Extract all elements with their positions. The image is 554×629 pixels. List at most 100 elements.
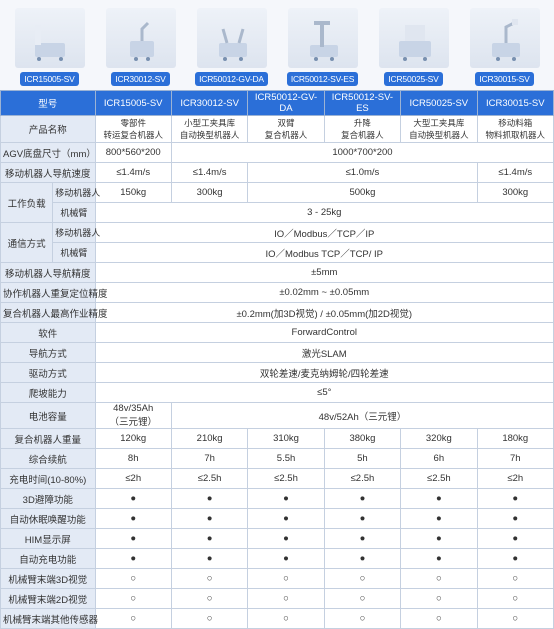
ac-5: ●	[477, 549, 553, 569]
range-4: 6h	[401, 449, 477, 469]
product-4: ICR50025-SV	[370, 8, 457, 86]
sleep-3: ●	[324, 509, 400, 529]
agv-v1: 800*560*200	[95, 143, 171, 163]
product-badge-1: ICR30012-SV	[111, 72, 169, 86]
him-5: ●	[477, 529, 553, 549]
weight-2: 310kg	[248, 429, 324, 449]
charge-4: ≤2.5h	[401, 469, 477, 489]
lbl-agv: AGV底盘尺寸（mm）	[1, 143, 96, 163]
a3-5: ○	[477, 569, 553, 589]
product-thumb-1	[106, 8, 176, 68]
charge-2: ≤2.5h	[248, 469, 324, 489]
climb-v: ≤5°	[95, 383, 553, 403]
load-r1-1: 150kg	[95, 183, 171, 203]
lbl-load-s1: 移动机器人	[53, 183, 95, 203]
navspd-3: ≤1.0m/s	[248, 163, 477, 183]
f3d-5: ●	[477, 489, 553, 509]
name-5: 移动料箱 物料抓取机器人	[477, 116, 553, 143]
lbl-range: 综合续航	[1, 449, 96, 469]
a3-0: ○	[95, 569, 171, 589]
height-v: ±0.2mm(加3D视觉) / ±0.05mm(加2D视觉)	[95, 303, 553, 323]
sleep-5: ●	[477, 509, 553, 529]
spec-table: 型号 ICR15005-SV ICR30012-SV ICR50012-GV-D…	[0, 90, 554, 629]
range-0: 8h	[95, 449, 171, 469]
load-r1-3: 500kg	[248, 183, 477, 203]
weight-5: 180kg	[477, 429, 553, 449]
product-badge-0: ICR15005-SV	[20, 72, 78, 86]
a3-1: ○	[171, 569, 247, 589]
lbl-comm-s2: 机械臂	[53, 243, 95, 263]
lbl-navspd: 移动机器人导航速度	[1, 163, 96, 183]
a3-2: ○	[248, 569, 324, 589]
product-thumb-0	[15, 8, 85, 68]
load-r1-2: 300kg	[171, 183, 247, 203]
product-thumb-4	[379, 8, 449, 68]
lbl-comm: 通信方式	[1, 223, 53, 263]
hdr-c3: ICR50012-SV-ES	[324, 91, 400, 116]
product-5: ICR30015-SV	[461, 8, 548, 86]
product-1: ICR30012-SV	[97, 8, 184, 86]
load-r2: 3 - 25kg	[95, 203, 553, 223]
name-1: 小型工夹具库 自动换型机器人	[171, 116, 247, 143]
as-4: ○	[401, 609, 477, 629]
range-1: 7h	[171, 449, 247, 469]
range-2: 5.5h	[248, 449, 324, 469]
product-gallery: ICR15005-SV ICR30012-SV ICR50012-GV-DA I…	[0, 0, 554, 90]
navacc-v: ±5mm	[95, 263, 553, 283]
a2-3: ○	[324, 589, 400, 609]
charge-3: ≤2.5h	[324, 469, 400, 489]
ac-0: ●	[95, 549, 171, 569]
name-4: 大型工夹具库 自动换型机器人	[401, 116, 477, 143]
navspd-1: ≤1.4m/s	[95, 163, 171, 183]
lbl-weight: 复合机器人重量	[1, 429, 96, 449]
weight-4: 320kg	[401, 429, 477, 449]
product-3: ICR50012-SV-ES	[279, 8, 366, 86]
bat-v1: 48v/35Ah（三元锂）	[95, 403, 171, 429]
ac-3: ●	[324, 549, 400, 569]
sleep-2: ●	[248, 509, 324, 529]
lbl-drive: 驱动方式	[1, 363, 96, 383]
name-3: 升降 复合机器人	[324, 116, 400, 143]
hdr-c1: ICR30012-SV	[171, 91, 247, 116]
navspd-4: ≤1.4m/s	[477, 163, 553, 183]
a3-4: ○	[401, 569, 477, 589]
nav-v: 激光SLAM	[95, 343, 553, 363]
sw-v: ForwardControl	[95, 323, 553, 343]
him-0: ●	[95, 529, 171, 549]
name-2: 双臂 复合机器人	[248, 116, 324, 143]
lbl-arm2d: 机械臂末端2D视觉	[1, 589, 96, 609]
lbl-autocharge: 自动充电功能	[1, 549, 96, 569]
lbl-nav: 导航方式	[1, 343, 96, 363]
comm-r2: IO／Modbus TCP／TCP/ IP	[95, 243, 553, 263]
lbl-load: 工作负载	[1, 183, 53, 223]
drive-v: 双轮差速/麦克纳姆轮/四轮差速	[95, 363, 553, 383]
him-3: ●	[324, 529, 400, 549]
a3-3: ○	[324, 569, 400, 589]
him-2: ●	[248, 529, 324, 549]
product-thumb-3	[288, 8, 358, 68]
lbl-f3d: 3D避障功能	[1, 489, 96, 509]
lbl-comm-s1: 移动机器人	[53, 223, 95, 243]
bat-v2: 48v/52Ah（三元锂）	[171, 403, 553, 429]
product-badge-3: ICR50012-SV-ES	[287, 72, 358, 86]
sleep-4: ●	[401, 509, 477, 529]
charge-5: ≤2h	[477, 469, 553, 489]
weight-3: 380kg	[324, 429, 400, 449]
lbl-name: 产品名称	[1, 116, 96, 143]
f3d-2: ●	[248, 489, 324, 509]
lbl-load-s2: 机械臂	[53, 203, 95, 223]
a2-4: ○	[401, 589, 477, 609]
product-badge-5: ICR30015-SV	[475, 72, 533, 86]
agv-v2: 1000*700*200	[171, 143, 553, 163]
product-badge-2: ICR50012-GV-DA	[195, 72, 268, 86]
f3d-3: ●	[324, 489, 400, 509]
comm-r1: IO／Modbus／TCP／IP	[95, 223, 553, 243]
lbl-sleep: 自动休眠唤醒功能	[1, 509, 96, 529]
f3d-1: ●	[171, 489, 247, 509]
f3d-0: ●	[95, 489, 171, 509]
product-0: ICR15005-SV	[6, 8, 93, 86]
lbl-charge: 充电时间(10-80%)	[1, 469, 96, 489]
navspd-2: ≤1.4m/s	[171, 163, 247, 183]
lbl-bat: 电池容量	[1, 403, 96, 429]
row-name: 产品名称 零部件 转运复合机器人 小型工夹具库 自动换型机器人 双臂 复合机器人…	[1, 116, 554, 143]
